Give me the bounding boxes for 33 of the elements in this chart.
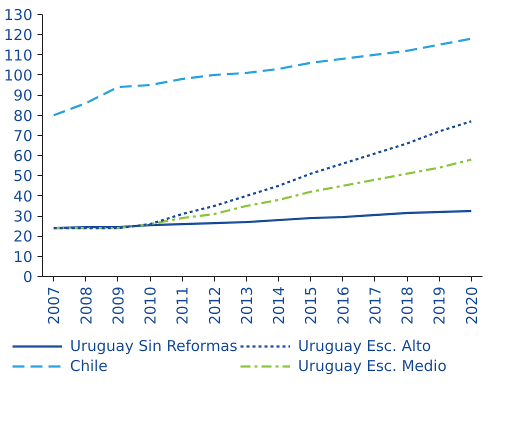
x-tick-label: 2016 xyxy=(334,286,352,325)
legend-label: Uruguay Esc. Medio xyxy=(298,357,448,375)
y-tick-label: 50 xyxy=(13,167,33,186)
legend-label: Uruguay Sin Reformas xyxy=(70,337,238,355)
y-tick-label: 40 xyxy=(13,187,33,206)
y-tick-label: 110 xyxy=(4,46,33,64)
line-series xyxy=(52,38,472,116)
y-tick-label: 30 xyxy=(13,208,33,226)
y-tick-label: 120 xyxy=(4,26,33,44)
x-tick-label: 2018 xyxy=(398,286,417,325)
y-tick-label: 20 xyxy=(13,228,33,246)
x-tick-label: 2008 xyxy=(77,286,96,325)
y-tick-label: 60 xyxy=(13,147,33,166)
y-tick-label: 130 xyxy=(4,6,33,24)
x-tick-label: 2009 xyxy=(109,286,128,325)
y-tick-label: 100 xyxy=(4,66,33,84)
x-tick-label: 2007 xyxy=(45,286,64,325)
y-tick-label: 90 xyxy=(13,86,33,105)
x-tick-label: 2012 xyxy=(206,286,224,325)
x-tick-label: 2011 xyxy=(174,286,192,325)
x-tick-label: 2019 xyxy=(430,286,449,325)
y-tick-label: 10 xyxy=(13,248,33,266)
y-tick-label: 80 xyxy=(13,106,33,125)
x-tick-label: 2014 xyxy=(270,286,288,325)
y-tick-label: 0 xyxy=(22,268,33,286)
y-tick-label: 70 xyxy=(13,126,33,145)
x-tick-label: 2015 xyxy=(302,286,320,325)
x-tick-label: 2017 xyxy=(366,286,384,325)
legend-label: Chile xyxy=(70,357,109,375)
legend-label: Uruguay Esc. Alto xyxy=(298,337,432,355)
x-tick-label: 2013 xyxy=(238,286,256,325)
x-tick-label: 2020 xyxy=(462,286,481,325)
x-tick-label: 2010 xyxy=(142,286,160,325)
